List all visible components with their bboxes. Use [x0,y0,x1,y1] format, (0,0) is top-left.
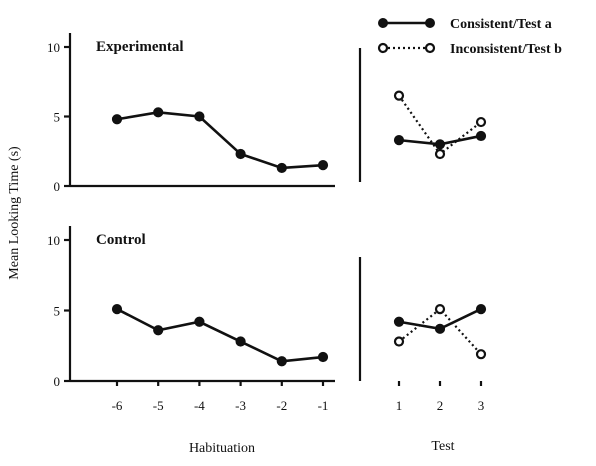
legend: Consistent/Test a Inconsistent/Test b [377,17,562,57]
habituation-point [111,303,123,315]
habituation-point [153,325,164,336]
habituation-point [235,148,246,160]
y-tick-label: 10 [47,233,60,248]
y-tick-label: 10 [47,40,60,55]
consistent-point [475,303,487,315]
x-tick-label: 3 [478,398,485,413]
inconsistent-point [475,116,487,128]
x-tick-label: 2 [437,398,444,413]
habituation-point [317,351,329,363]
x-tick-label: -6 [112,398,123,413]
x-axis-label-habituation: Habituation [189,441,255,456]
habituation-point [194,316,205,327]
habituation-point [317,160,329,171]
consistent-point [434,139,446,150]
inconsistent-point [393,90,405,101]
panel-experimental: 0 5 10 Experimental [47,33,487,194]
habituation-point [235,336,246,347]
consistent-point [475,130,487,142]
x-tick-label: -1 [318,398,329,413]
x-tick-label: -2 [276,398,287,413]
inconsistent-point [434,303,446,315]
consistent-point [393,135,405,146]
inconsistent-point [393,336,405,347]
legend-label-consistent: Consistent/Test a [450,17,552,32]
x-tick-label: -5 [153,398,164,413]
inconsistent-point [475,349,487,360]
habituation-point [111,114,123,125]
inconsistent-point [434,148,446,160]
consistent-point [393,316,405,327]
consistent-point [434,323,446,334]
habituation-point [276,356,287,367]
habituation-series-line [116,111,324,170]
habituation-series-line [116,307,324,363]
habituation-point [194,111,205,122]
y-tick-label: 5 [54,304,61,319]
panel-title: Control [96,232,146,248]
x-axis-label-test: Test [431,439,454,454]
x-tick-label: 1 [396,398,403,413]
legend-item-consistent: Consistent/Test a [378,17,552,32]
legend-item-inconsistent: Inconsistent/Test b [377,42,562,57]
habituation-point [276,162,287,174]
panel-title: Experimental [96,39,184,55]
x-tick-label: -4 [194,398,205,413]
y-axis-label: Mean Looking Time (s) [7,146,22,280]
y-tick-label: 0 [54,374,61,389]
habituation-point [153,107,164,118]
y-tick-label: 0 [54,179,61,194]
x-tick-label: -3 [235,398,246,413]
legend-label-inconsistent: Inconsistent/Test b [450,42,562,57]
panel-control: 0 5 10 Control -6 -5 -4 -3 -2 -1 1 2 3 [47,226,487,413]
y-tick-label: 5 [54,110,61,125]
